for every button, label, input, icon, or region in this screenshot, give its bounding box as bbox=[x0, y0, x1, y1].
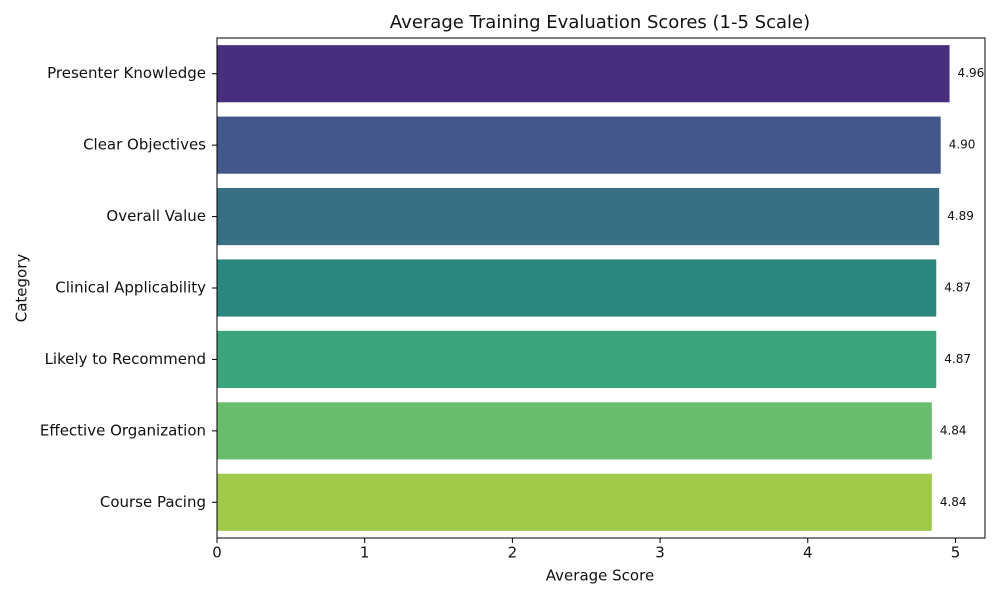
bar bbox=[217, 116, 941, 174]
value-label: 4.87 bbox=[944, 281, 971, 295]
y-tick-label: Clinical Applicability bbox=[55, 279, 206, 297]
value-label: 4.84 bbox=[940, 495, 967, 509]
x-tick-label: 4 bbox=[803, 544, 813, 562]
y-tick-label: Course Pacing bbox=[100, 493, 206, 511]
bar bbox=[217, 330, 937, 388]
value-label: 4.96 bbox=[958, 66, 985, 80]
x-tick-label: 1 bbox=[360, 544, 370, 562]
x-tick-label: 5 bbox=[951, 544, 961, 562]
chart-title: Average Training Evaluation Scores (1-5 … bbox=[390, 12, 810, 33]
y-tick-label: Overall Value bbox=[106, 207, 206, 225]
value-label: 4.89 bbox=[947, 209, 974, 223]
y-tick-label: Presenter Knowledge bbox=[47, 64, 206, 82]
bar bbox=[217, 259, 937, 317]
x-tick-label: 3 bbox=[655, 544, 665, 562]
value-label: 4.87 bbox=[944, 352, 971, 366]
x-tick-label: 0 bbox=[212, 544, 222, 562]
x-axis-label: Average Score bbox=[546, 567, 654, 585]
value-label: 4.90 bbox=[949, 138, 976, 152]
y-axis-label: Category bbox=[13, 254, 31, 323]
y-tick-label: Clear Objectives bbox=[83, 136, 206, 154]
bar bbox=[217, 402, 932, 460]
y-tick-label: Likely to Recommend bbox=[45, 350, 206, 368]
plot-frame bbox=[216, 37, 986, 539]
bar bbox=[217, 473, 932, 531]
y-tick-label: Effective Organization bbox=[40, 421, 206, 439]
x-tick-label: 2 bbox=[508, 544, 518, 562]
bar bbox=[217, 45, 950, 103]
bar bbox=[217, 188, 940, 246]
value-label: 4.84 bbox=[940, 423, 967, 437]
